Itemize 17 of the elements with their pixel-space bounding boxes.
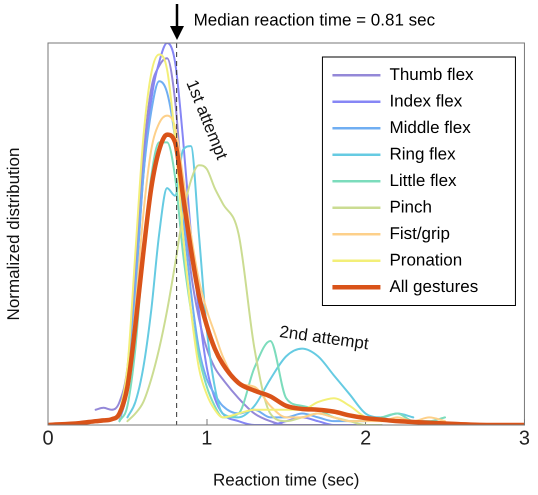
legend-label: Fist/grip <box>389 224 450 243</box>
legend-label: All gestures <box>389 276 478 296</box>
ref-line-label: Median reaction time = 0.81 sec <box>194 10 436 30</box>
legend-label: Thumb flex <box>389 64 474 84</box>
x-tick-label: 3 <box>518 428 530 450</box>
y-axis-title: Normalized distribution <box>4 148 23 320</box>
x-tick-label: 1 <box>201 428 212 450</box>
x-tick-label: 0 <box>42 428 54 450</box>
x-tick-label: 2 <box>360 428 372 450</box>
annotation: 2nd attempt <box>278 322 370 354</box>
legend-label: Ring flex <box>389 144 456 164</box>
x-axis-title: Reaction time (sec) <box>213 470 360 490</box>
legend-label: Pinch <box>389 197 432 216</box>
legend-label: Middle flex <box>389 118 472 137</box>
legend-label: Pronation <box>389 250 462 270</box>
legend-label: Little flex <box>389 170 458 190</box>
legend-label: Index flex <box>389 91 463 110</box>
